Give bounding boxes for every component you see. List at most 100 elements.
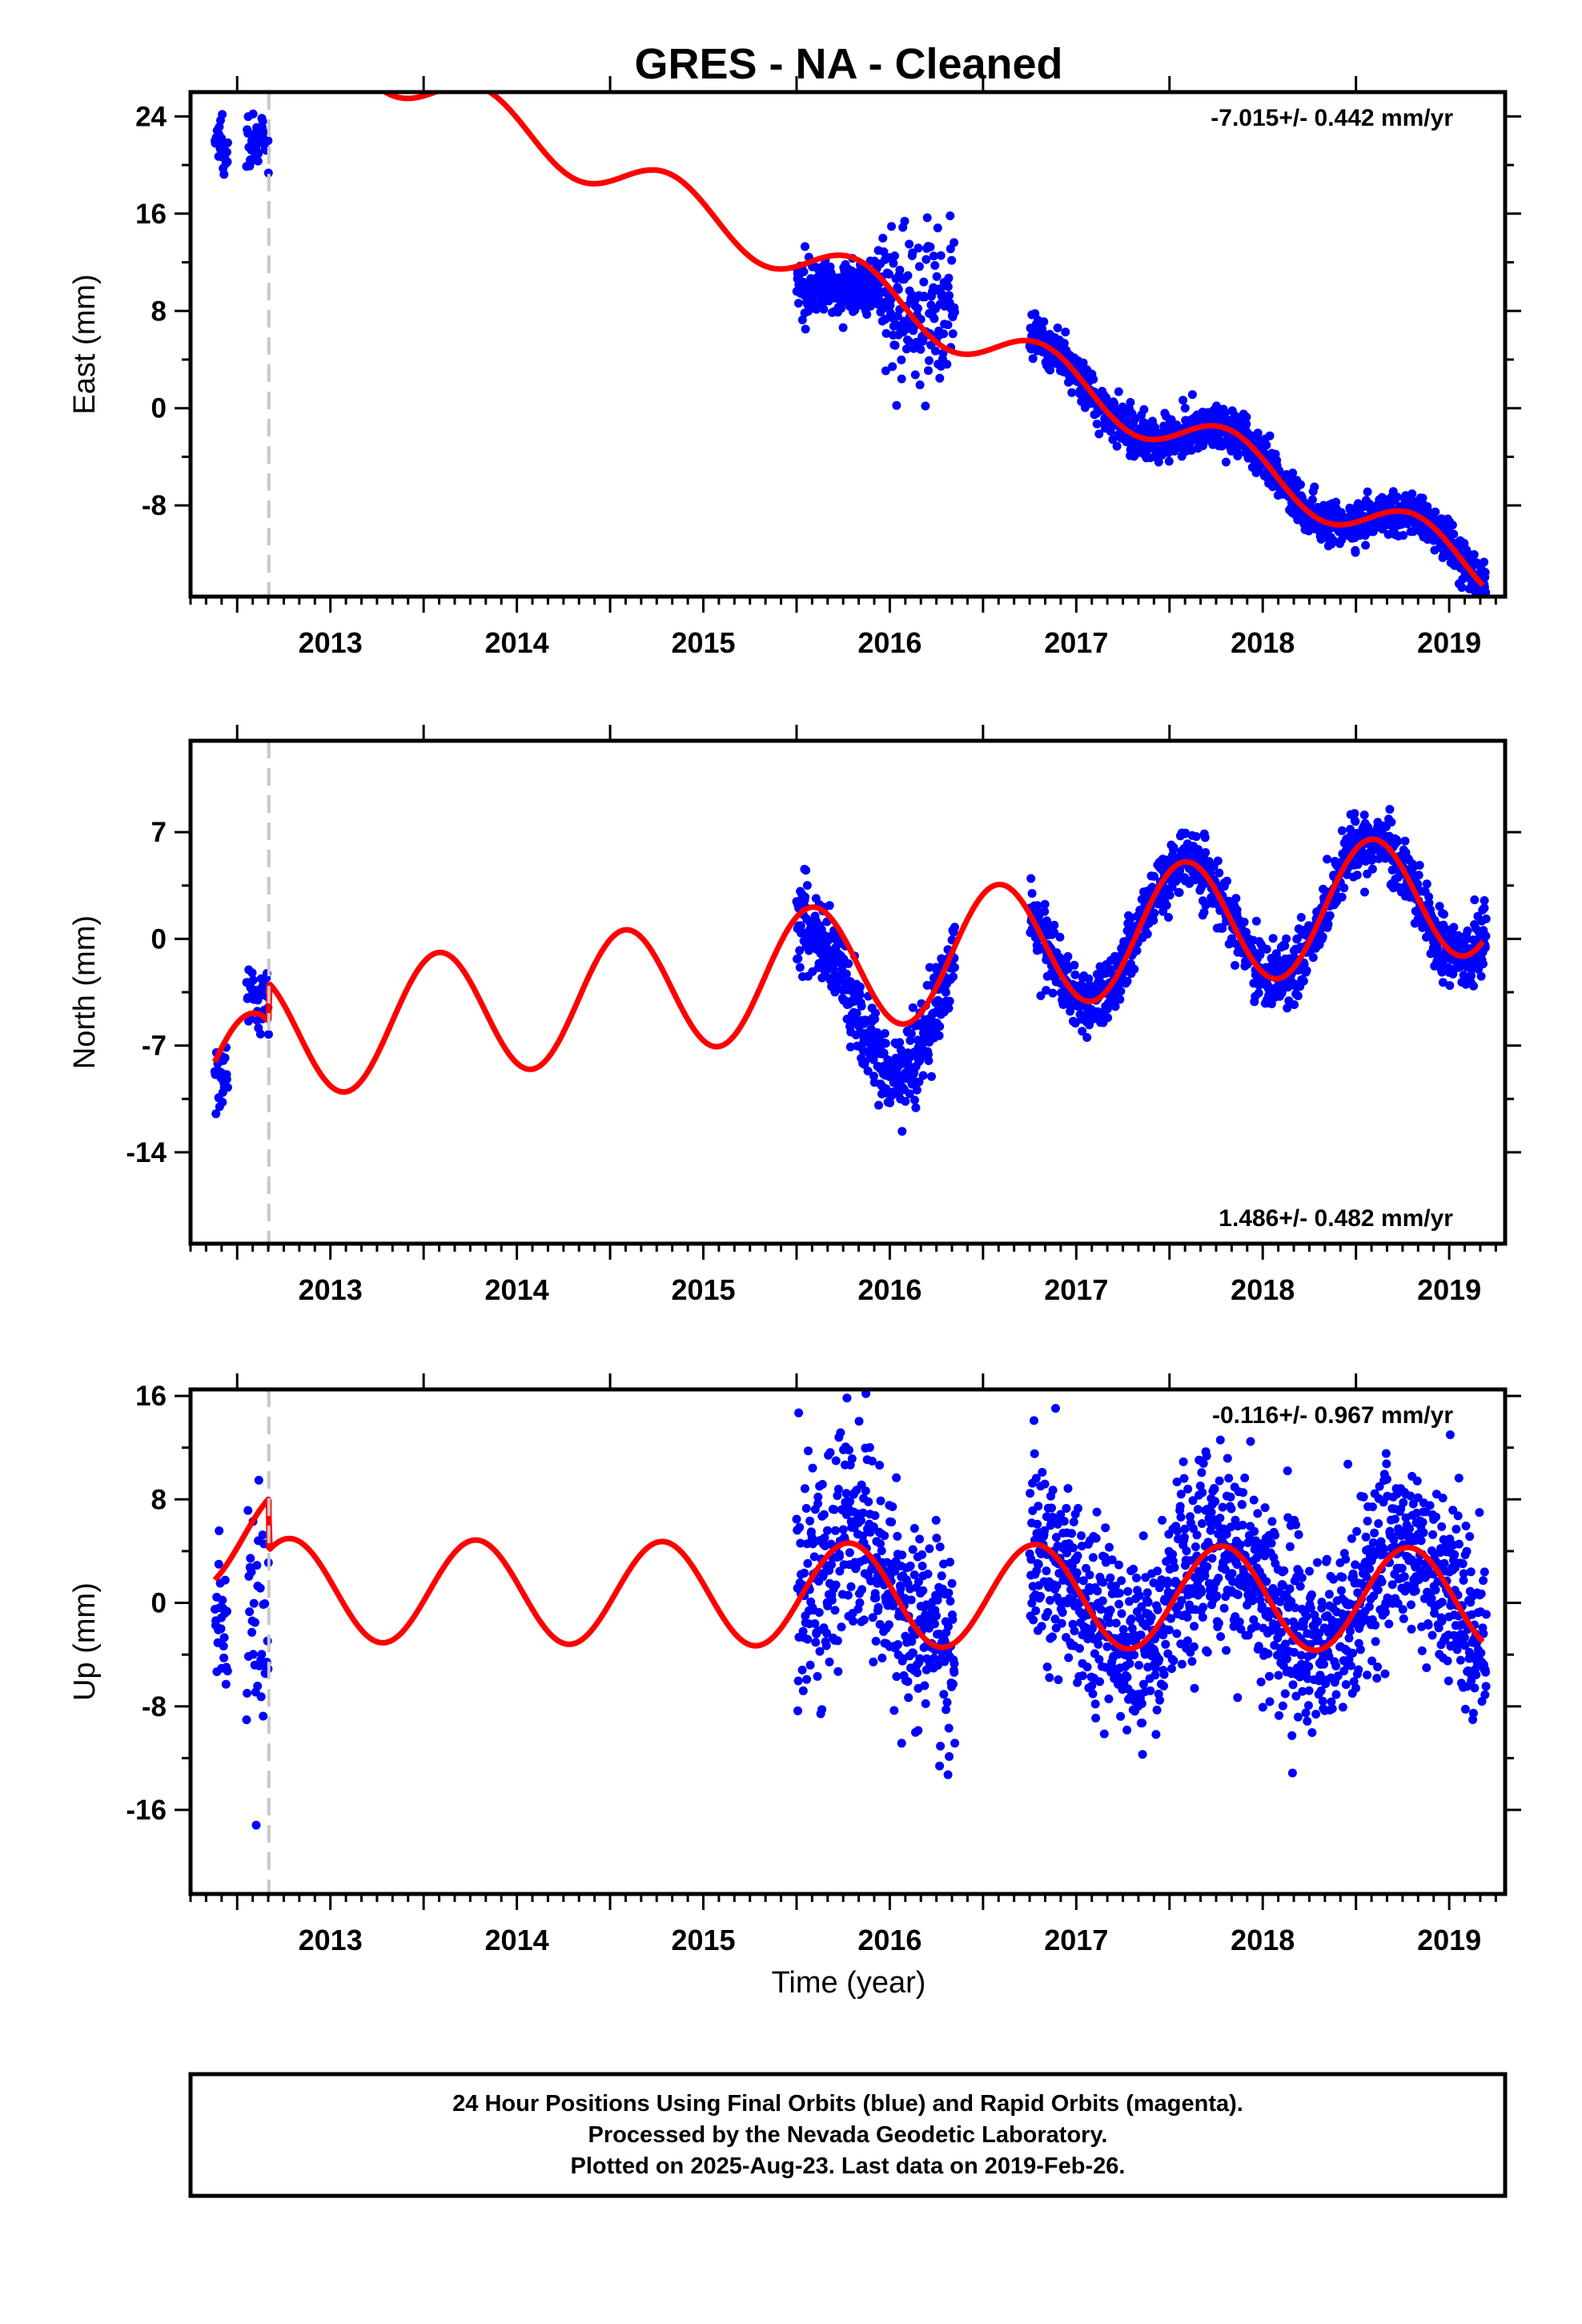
data-point bbox=[1215, 868, 1224, 878]
data-point bbox=[1476, 971, 1486, 981]
data-point bbox=[1203, 1562, 1212, 1571]
data-point bbox=[1399, 531, 1408, 540]
data-point bbox=[1190, 1683, 1199, 1693]
data-point bbox=[247, 968, 257, 978]
data-point bbox=[831, 1456, 841, 1466]
data-point bbox=[1254, 988, 1263, 998]
data-point bbox=[1092, 419, 1102, 428]
data-point bbox=[824, 296, 833, 306]
data-point bbox=[1042, 1663, 1052, 1671]
data-point bbox=[1190, 1622, 1199, 1631]
y-tick-label: -8 bbox=[142, 490, 167, 521]
data-point bbox=[932, 1611, 941, 1621]
data-point bbox=[924, 366, 933, 376]
data-point bbox=[1139, 404, 1149, 414]
data-point bbox=[1077, 1531, 1086, 1541]
data-point bbox=[921, 401, 930, 411]
data-point bbox=[246, 1554, 255, 1563]
data-point bbox=[856, 1516, 865, 1526]
data-point bbox=[1302, 966, 1311, 975]
data-point bbox=[1280, 941, 1290, 951]
data-point bbox=[1089, 375, 1098, 384]
data-point bbox=[945, 1751, 954, 1761]
data-point bbox=[1123, 1586, 1133, 1596]
data-point bbox=[932, 271, 942, 281]
data-point bbox=[1215, 1514, 1225, 1523]
data-point bbox=[1069, 1543, 1078, 1553]
plot-area bbox=[210, 805, 1491, 1136]
data-point bbox=[1238, 1520, 1247, 1530]
data-point bbox=[1203, 1647, 1212, 1657]
data-point bbox=[1149, 871, 1158, 881]
data-point bbox=[1367, 855, 1376, 865]
data-point bbox=[1102, 1642, 1112, 1651]
data-point bbox=[803, 1558, 813, 1568]
data-point bbox=[878, 233, 888, 243]
data-point bbox=[256, 1692, 266, 1702]
data-point bbox=[1449, 529, 1459, 539]
data-point bbox=[950, 923, 959, 932]
data-point bbox=[1457, 583, 1467, 593]
data-point bbox=[1129, 1564, 1138, 1574]
y-tick-label: 8 bbox=[151, 296, 167, 327]
data-point bbox=[793, 1706, 802, 1715]
data-point bbox=[800, 1568, 809, 1578]
data-point bbox=[1192, 1530, 1202, 1540]
data-point bbox=[854, 1417, 864, 1426]
data-point bbox=[221, 1679, 231, 1689]
data-point bbox=[1082, 1033, 1092, 1042]
data-point bbox=[931, 346, 940, 356]
data-point bbox=[1031, 1606, 1041, 1615]
data-point bbox=[861, 1486, 870, 1496]
data-point bbox=[1211, 1497, 1220, 1506]
data-point bbox=[1134, 1660, 1143, 1670]
y-tick-label: 0 bbox=[151, 923, 167, 955]
data-point bbox=[1201, 848, 1211, 857]
data-point bbox=[933, 223, 942, 233]
data-point bbox=[802, 881, 812, 891]
data-point bbox=[805, 1660, 815, 1670]
data-point bbox=[1233, 1693, 1243, 1703]
x-tick-label: 2013 bbox=[299, 1273, 363, 1306]
data-point bbox=[1469, 550, 1479, 559]
data-point bbox=[1215, 1476, 1224, 1486]
data-point bbox=[942, 360, 952, 369]
data-point bbox=[817, 1705, 827, 1715]
data-point bbox=[1268, 934, 1278, 943]
data-point bbox=[1175, 1502, 1185, 1511]
data-point bbox=[932, 1534, 942, 1543]
data-point bbox=[1176, 1513, 1186, 1522]
data-point bbox=[869, 1657, 878, 1667]
data-point bbox=[1227, 1504, 1236, 1514]
data-point bbox=[929, 251, 938, 261]
data-point bbox=[223, 157, 232, 167]
data-point bbox=[1126, 1614, 1136, 1624]
data-point bbox=[795, 963, 805, 972]
data-point bbox=[1193, 1505, 1203, 1514]
data-point bbox=[1431, 507, 1440, 517]
data-point bbox=[1290, 1000, 1299, 1009]
data-point bbox=[905, 1561, 915, 1570]
data-point bbox=[1043, 1607, 1053, 1617]
data-point bbox=[1069, 1518, 1078, 1526]
data-point bbox=[813, 1671, 822, 1681]
data-point bbox=[1447, 521, 1457, 530]
data-point bbox=[1115, 995, 1125, 1004]
rate-label: 1.486+/- 0.482 mm/yr bbox=[1219, 1205, 1453, 1232]
data-point bbox=[218, 110, 227, 119]
data-point bbox=[1042, 986, 1051, 995]
y-tick-label: 7 bbox=[151, 817, 167, 848]
data-point bbox=[1182, 1546, 1191, 1556]
data-point bbox=[1351, 548, 1360, 557]
data-point bbox=[1407, 489, 1417, 499]
data-point bbox=[1282, 934, 1291, 943]
data-point bbox=[1164, 1625, 1174, 1634]
data-point bbox=[219, 170, 229, 179]
data-point bbox=[823, 1526, 832, 1535]
data-point bbox=[1070, 970, 1080, 979]
data-point bbox=[1036, 991, 1046, 1000]
data-point bbox=[844, 959, 853, 968]
data-point bbox=[1226, 1492, 1235, 1502]
data-point bbox=[934, 1031, 944, 1040]
data-point bbox=[948, 1614, 958, 1624]
